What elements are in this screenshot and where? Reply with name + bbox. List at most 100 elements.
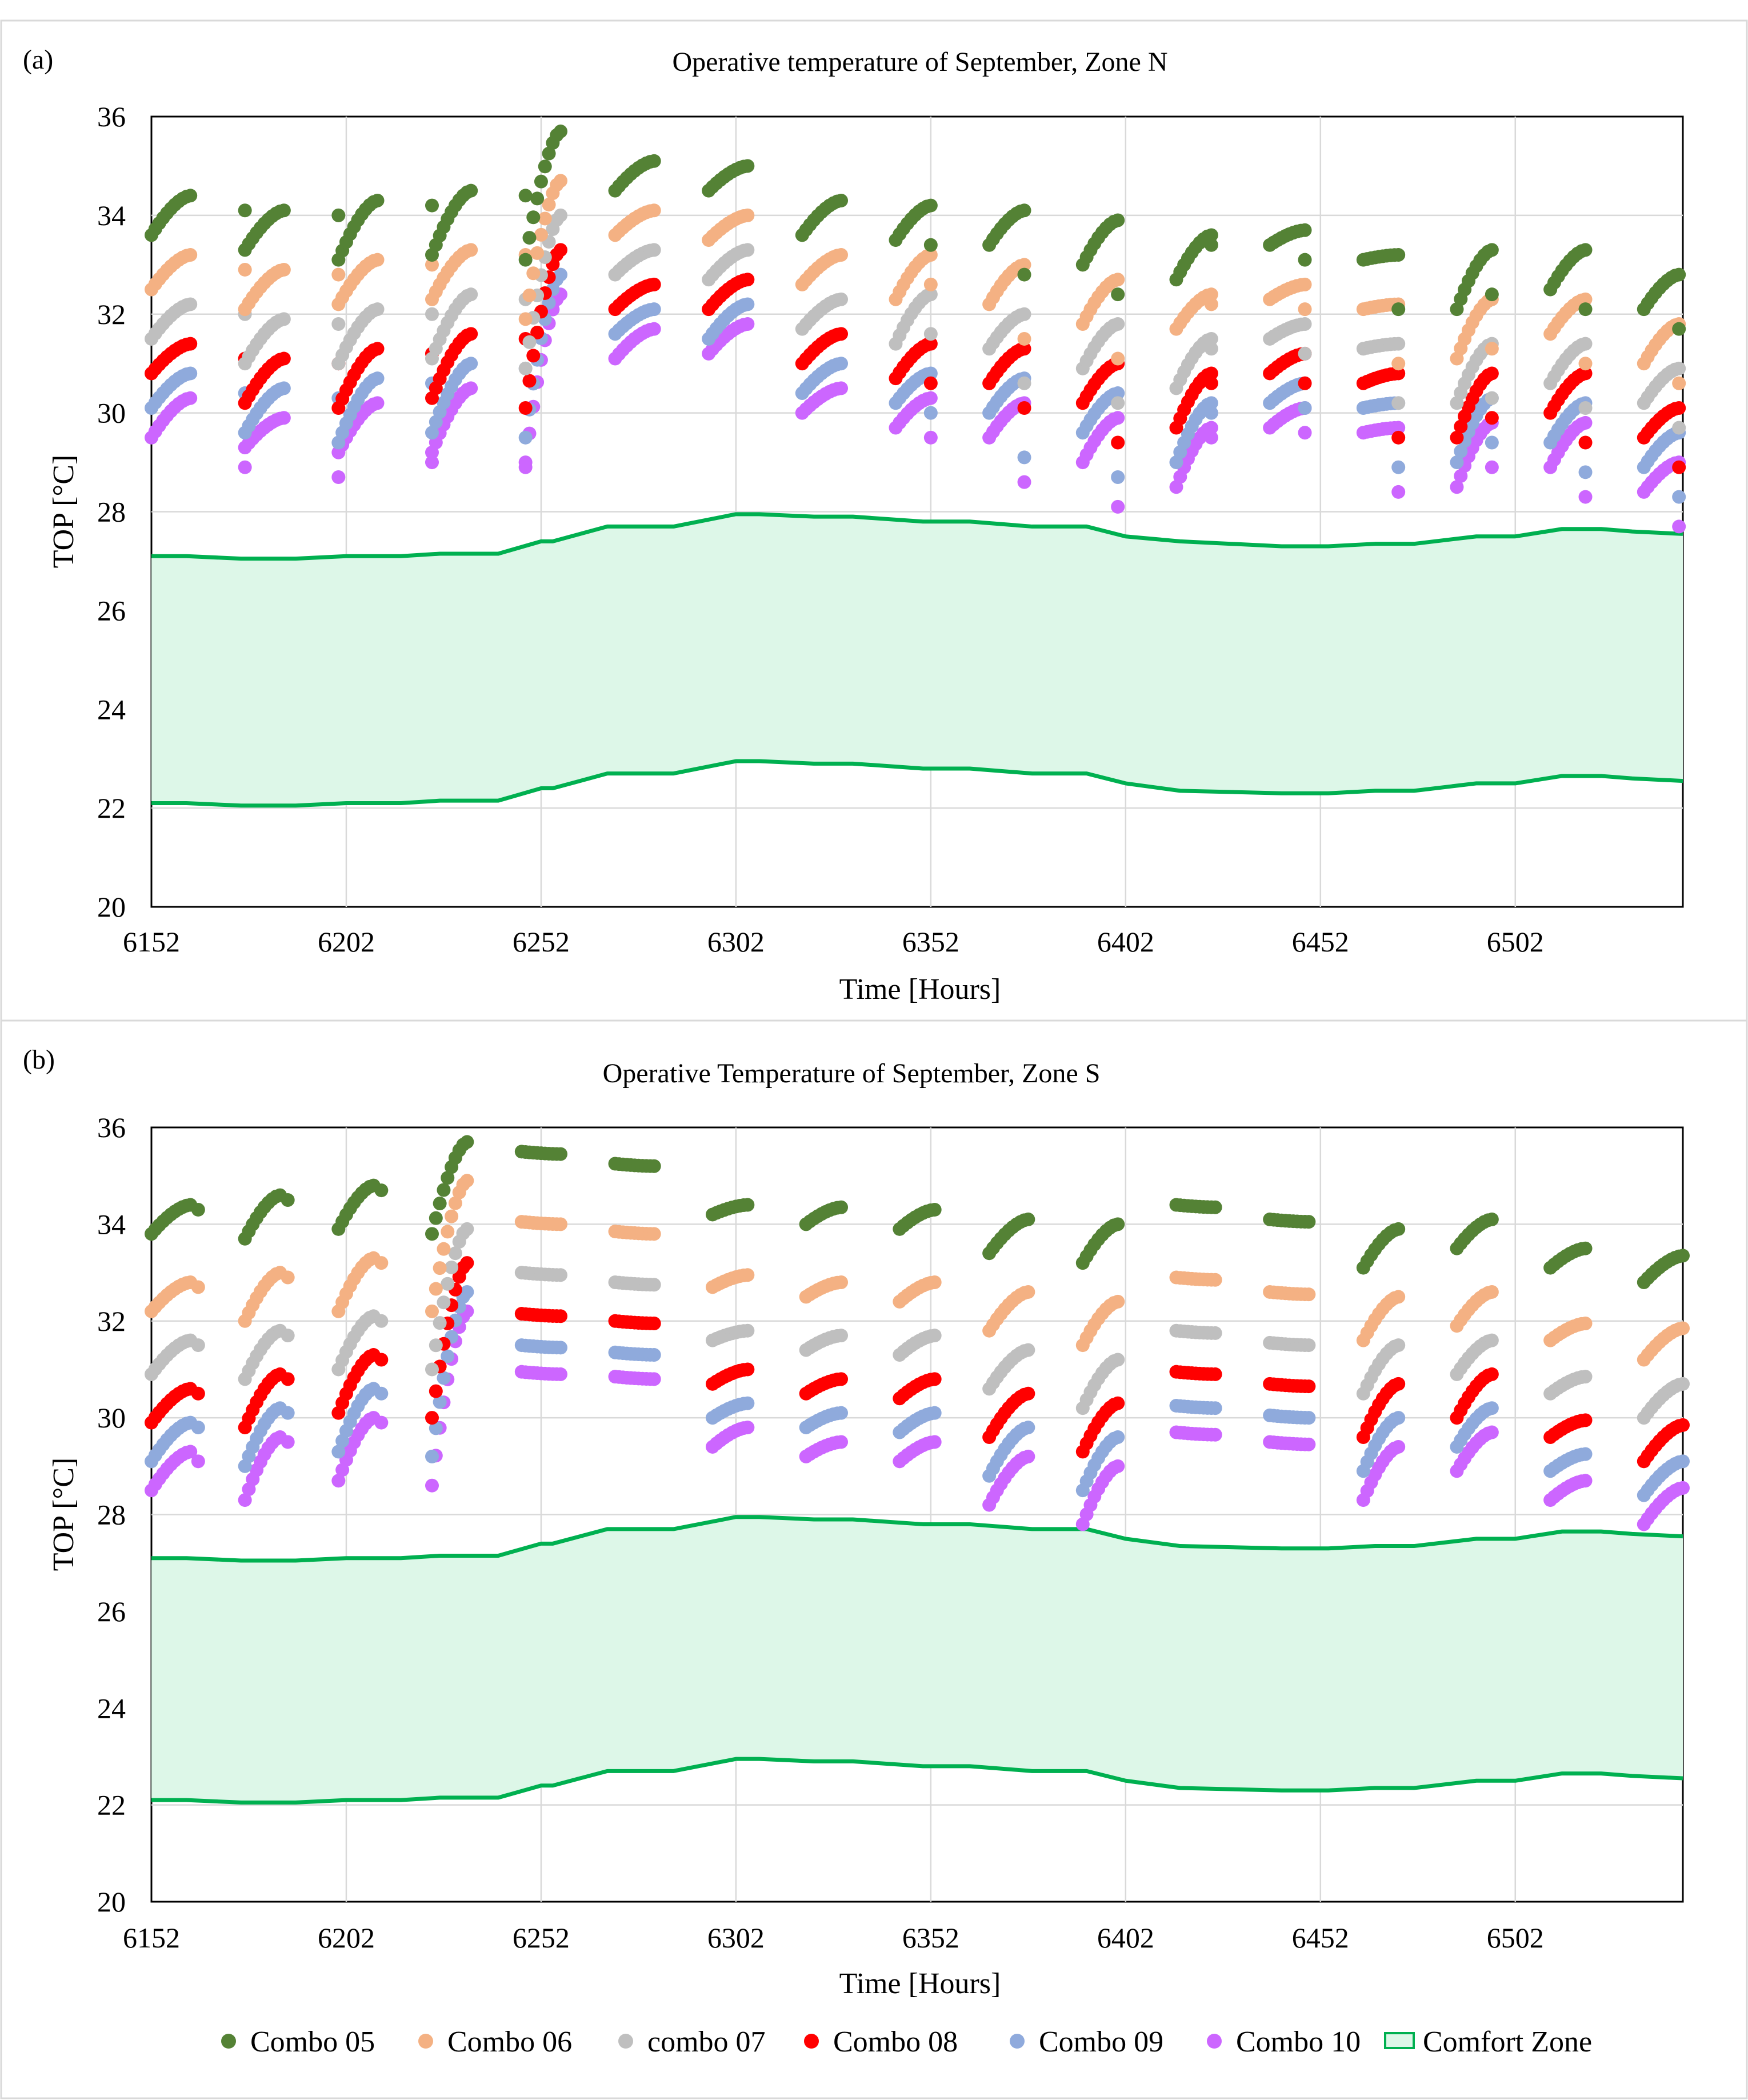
data-point [464,327,478,341]
data-point [534,227,548,242]
data-point [1111,1430,1125,1444]
data-point [1485,243,1499,257]
data-point [538,159,552,174]
data-point [437,1242,451,1256]
data-point [1485,1212,1499,1226]
data-point [1204,228,1218,242]
data-point [1578,401,1593,415]
data-point [1578,1447,1593,1461]
data-point [183,248,198,262]
legend-label: Combo 05 [250,2026,375,2058]
legend-label: Combo 09 [1039,2026,1163,2058]
legend-item-comfort-zone: Comfort Zone [1384,2026,1592,2058]
data-point [1485,460,1499,474]
data-point [1578,243,1593,257]
data-point [522,335,537,349]
data-point [647,277,661,291]
panel-a-y-axis-label: TOP [°C] [47,455,80,568]
data-point [1204,238,1218,252]
x-tick-label: 6502 [1487,926,1544,958]
data-point [1672,519,1686,534]
legend-item-combo-05: Combo 05 [221,2026,375,2058]
data-point [1578,1370,1593,1384]
data-point [429,1282,443,1296]
data-point [741,1396,755,1410]
data-point [834,248,849,262]
legend-label: Combo 10 [1236,2026,1361,2058]
data-point [1676,1418,1690,1432]
data-point [1450,480,1464,494]
data-point [1676,1481,1690,1495]
data-point [1676,1321,1690,1335]
data-point [460,1222,474,1236]
data-point [526,349,541,363]
data-point [1204,287,1218,302]
panel-b-x-ticks: 6152 6202 6252 6302 6352 6402 6452 6502 [123,1922,1544,1954]
y-tick-label: 36 [97,101,126,133]
data-point [1391,396,1406,410]
data-point [1302,1287,1316,1302]
panel-a-y-ticks: 20 22 24 26 28 30 32 34 36 [97,101,126,923]
data-point [554,243,568,257]
data-point [923,238,938,252]
data-point [1298,401,1312,415]
data-point [927,1435,942,1449]
data-point [1676,1454,1690,1469]
data-point [1302,1411,1316,1425]
data-point [647,1227,661,1241]
data-point [1021,1421,1035,1435]
y-tick-label: 36 [97,1111,126,1143]
data-point [1578,292,1593,306]
data-point [464,183,478,198]
data-point [191,1454,205,1469]
data-point [331,208,346,222]
data-point [1204,331,1218,346]
data-point [1111,287,1125,302]
panel-b-title: Operative Temperature of September, Zone… [603,1058,1101,1089]
data-point [1111,1217,1125,1231]
data-point [1450,430,1464,445]
y-tick-label: 32 [97,298,126,330]
series-combo-05 [145,124,1686,336]
x-tick-label: 6152 [123,1922,180,1954]
data-point [441,1277,455,1291]
data-point [1672,460,1686,474]
data-point [1578,465,1593,479]
data-point [1111,1294,1125,1309]
data-point [1391,1377,1406,1391]
data-point [1017,342,1031,356]
data-point [554,1309,568,1323]
data-point [277,411,291,425]
x-tick-label: 6402 [1097,926,1154,958]
data-point [370,396,385,410]
legend-label: combo 07 [647,2026,766,2058]
legend-label: Combo 08 [833,2026,958,2058]
data-point [464,381,478,395]
data-point [277,203,291,218]
data-point [923,287,938,302]
data-point [923,198,938,213]
data-point [1298,346,1312,361]
data-point [1111,351,1125,366]
data-point [374,1353,389,1367]
legend-swatch [1384,2032,1415,2049]
series-combo-10 [145,1304,1690,1531]
panel-b-label: (b) [23,1045,55,1075]
data-point [522,231,537,245]
data-point [834,1435,849,1449]
panel-b: (b) Operative Temperature of September, … [0,1019,1748,2099]
data-point [927,1372,942,1386]
data-point [238,1493,252,1507]
data-point [923,248,938,262]
panel-a: (a) Operative temperature of September, … [0,19,1748,1022]
x-tick-label: 6402 [1097,1922,1154,1954]
data-point [1672,490,1686,504]
data-point [518,253,533,267]
data-point [281,1406,295,1420]
data-point [1485,287,1499,302]
data-point [191,1386,205,1401]
data-point [425,1362,439,1377]
data-point [1017,203,1031,218]
data-point [370,253,385,267]
data-point [1017,450,1031,465]
